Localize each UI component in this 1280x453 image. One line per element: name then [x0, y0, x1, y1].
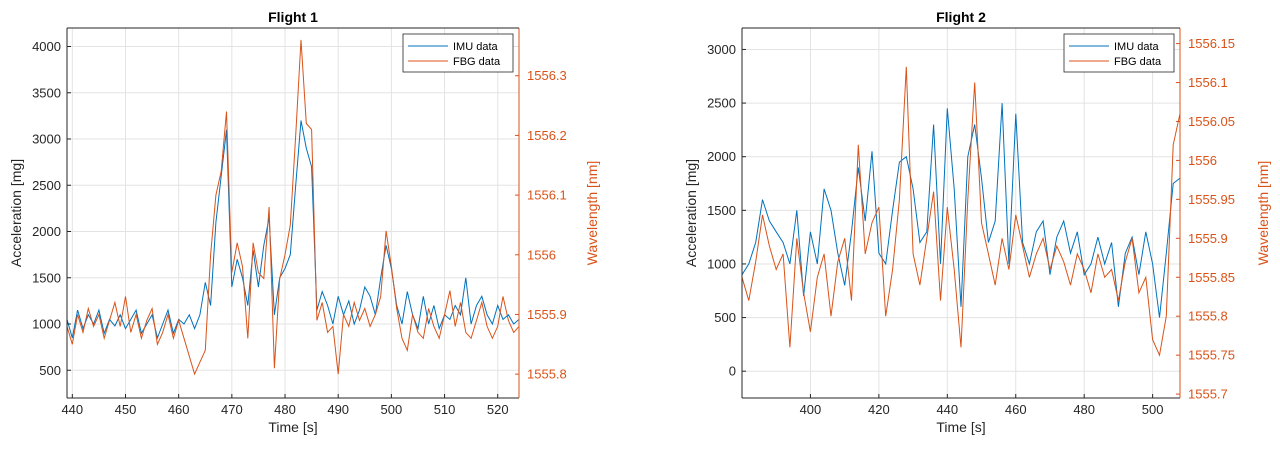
y-tick-label-right: 1555.9 [527, 307, 567, 322]
y-tick-label-right: 1555.8 [1188, 309, 1228, 324]
y-tick-label-left: 1500 [32, 270, 61, 285]
y-tick-label-right: 1556.2 [527, 128, 567, 143]
y-axis-label-right: Wavelength [nm] [584, 161, 600, 266]
x-tick-label: 470 [221, 402, 243, 417]
x-tick-label: 500 [381, 402, 403, 417]
y-axis-label-left: Acceleration [mg] [8, 159, 24, 267]
x-tick-label: 510 [434, 402, 456, 417]
legend-label-fbg: FBG data [1114, 56, 1162, 68]
chart-title: Flight 2 [936, 9, 986, 25]
y-tick-label-right: 1556.05 [1188, 114, 1235, 129]
x-tick-label: 490 [327, 402, 349, 417]
x-tick-label: 460 [1005, 402, 1027, 417]
y-tick-label-left: 2000 [32, 224, 61, 239]
y-tick-label-left: 1000 [32, 317, 61, 332]
y-axis-label-right: Wavelength [nm] [1255, 161, 1271, 266]
legend-label-fbg: FBG data [453, 56, 501, 68]
y-tick-label-left: 2000 [707, 149, 736, 164]
y-tick-label-left: 3000 [32, 132, 61, 147]
fbg-series-line [742, 66, 1180, 357]
plot-area [742, 28, 1180, 398]
y-tick-label-right: 1556.15 [1188, 36, 1235, 51]
x-tick-label: 440 [61, 402, 83, 417]
y-tick-label-right: 1556 [1188, 153, 1217, 168]
x-axis-label: Time [s] [936, 419, 985, 435]
x-tick-label: 440 [936, 402, 958, 417]
x-tick-label: 480 [274, 402, 296, 417]
y-tick-label-right: 1555.9 [1188, 231, 1228, 246]
legend-label-imu: IMU data [1114, 41, 1160, 53]
x-tick-label: 450 [115, 402, 137, 417]
x-tick-label: 520 [487, 402, 509, 417]
y-tick-label-right: 1556.3 [527, 68, 567, 83]
legend-box [1063, 33, 1175, 73]
y-tick-label-left: 3500 [32, 85, 61, 100]
y-tick-label-left: 500 [39, 363, 61, 378]
y-tick-label-left: 1000 [707, 256, 736, 271]
x-tick-label: 400 [800, 402, 822, 417]
legend-box [402, 33, 514, 73]
y-tick-label-right: 1555.95 [1188, 192, 1235, 207]
y-tick-label-left: 2500 [707, 96, 736, 111]
x-tick-label: 500 [1142, 402, 1164, 417]
y-tick-label-left: 500 [714, 310, 736, 325]
x-axis-label: Time [s] [268, 419, 317, 435]
plot-area [67, 28, 519, 398]
y-tick-label-left: 1500 [707, 203, 736, 218]
y-axis-label-left: Acceleration [mg] [683, 159, 699, 267]
imu-series-line [742, 103, 1180, 318]
y-tick-label-right: 1556 [527, 247, 556, 262]
chart-1: 440 450 460 470 480 490 500 510 520 500 1000 1500 20… [8, 9, 600, 435]
y-tick-label-right: 1555.85 [1188, 270, 1235, 285]
legend: IMU data FBG data [402, 33, 514, 73]
chart-title: Flight 1 [268, 9, 318, 25]
y-tick-label-right: 1556.1 [527, 188, 567, 203]
legend-label-imu: IMU data [453, 41, 499, 53]
fbg-series-line [67, 39, 519, 376]
y-tick-label-left: 0 [729, 364, 736, 379]
x-tick-label: 460 [168, 402, 190, 417]
x-tick-label: 420 [868, 402, 890, 417]
legend: IMU data FBG data [1063, 33, 1175, 73]
y-tick-label-left: 4000 [32, 39, 61, 54]
y-tick-label-left: 2500 [32, 178, 61, 193]
y-tick-label-right: 1555.75 [1188, 348, 1235, 363]
y-tick-label-left: 3000 [707, 42, 736, 57]
y-tick-label-right: 1556.1 [1188, 75, 1228, 90]
x-tick-label: 480 [1073, 402, 1095, 417]
chart-2: 400 420 440 460 480 500 0 500 1000 1500 2000 2500 30… [683, 9, 1271, 435]
y-tick-label-right: 1555.7 [1188, 387, 1228, 402]
y-tick-label-right: 1555.8 [527, 367, 567, 382]
